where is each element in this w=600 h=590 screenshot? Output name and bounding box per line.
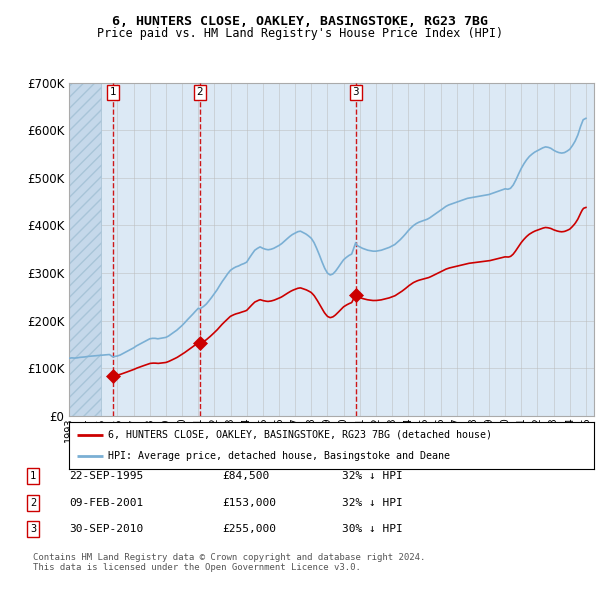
Text: Price paid vs. HM Land Registry's House Price Index (HPI): Price paid vs. HM Land Registry's House … (97, 27, 503, 40)
Text: £153,000: £153,000 (222, 498, 276, 507)
Text: This data is licensed under the Open Government Licence v3.0.: This data is licensed under the Open Gov… (33, 563, 361, 572)
Text: 32% ↓ HPI: 32% ↓ HPI (342, 498, 403, 507)
Text: 1: 1 (30, 471, 36, 481)
Text: HPI: Average price, detached house, Basingstoke and Deane: HPI: Average price, detached house, Basi… (109, 451, 451, 461)
Text: £255,000: £255,000 (222, 525, 276, 534)
Text: 2: 2 (197, 87, 203, 97)
Text: 30% ↓ HPI: 30% ↓ HPI (342, 525, 403, 534)
Text: 3: 3 (30, 525, 36, 534)
Text: 1: 1 (110, 87, 116, 97)
Text: £84,500: £84,500 (222, 471, 269, 481)
Text: 22-SEP-1995: 22-SEP-1995 (69, 471, 143, 481)
Text: 30-SEP-2010: 30-SEP-2010 (69, 525, 143, 534)
Text: 32% ↓ HPI: 32% ↓ HPI (342, 471, 403, 481)
Text: 3: 3 (352, 87, 359, 97)
Text: 09-FEB-2001: 09-FEB-2001 (69, 498, 143, 507)
Text: 6, HUNTERS CLOSE, OAKLEY, BASINGSTOKE, RG23 7BG: 6, HUNTERS CLOSE, OAKLEY, BASINGSTOKE, R… (112, 15, 488, 28)
Text: 6, HUNTERS CLOSE, OAKLEY, BASINGSTOKE, RG23 7BG (detached house): 6, HUNTERS CLOSE, OAKLEY, BASINGSTOKE, R… (109, 430, 493, 440)
Text: 2: 2 (30, 498, 36, 507)
Bar (69, 83, 101, 416)
Text: Contains HM Land Registry data © Crown copyright and database right 2024.: Contains HM Land Registry data © Crown c… (33, 553, 425, 562)
